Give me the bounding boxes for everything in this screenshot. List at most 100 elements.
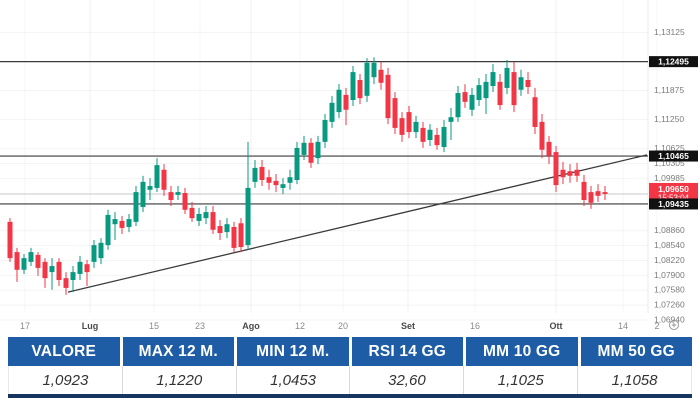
trendline[interactable] [67,154,648,293]
candles-layer [7,57,608,295]
candle-body [462,92,468,102]
table-value-min12m: 1,0453 [237,366,351,394]
candle [35,252,41,276]
candle-body [203,212,209,219]
candle [105,209,111,250]
candle-body [315,141,321,159]
candle-body [385,74,391,119]
price-chart-canvas[interactable]: 1,13125 1,11875 1,11250 1,10625 1,10305 1,099… [0,0,700,334]
candle [602,186,608,200]
candle-body [105,214,111,246]
candle-body [525,80,531,87]
candle [182,187,188,214]
candle-body [28,252,34,262]
table-header-rsi14gg: RSI 14 GG [351,337,463,366]
candle [532,87,538,134]
candle [525,72,531,94]
candle [427,124,433,147]
last-price-badge-time: 15:53:04 [658,193,690,202]
candle-body [224,224,230,233]
candle [574,162,580,182]
candle-body [140,181,146,207]
x-axis-tick-label: 16 [470,321,480,331]
candle-body [7,221,13,259]
candle [308,138,314,168]
candle-body [511,72,517,106]
candle [217,220,223,240]
candle [595,184,601,202]
y-axis-tick-label: 1,09985 [654,173,685,183]
candle [504,60,510,94]
candle [210,206,216,234]
candle [161,164,167,196]
candle-body [210,212,216,230]
candle [133,186,139,227]
x-axis-tick-label: 15 [149,321,159,331]
candle-body [238,223,244,247]
candle-body [441,126,447,147]
y-axis-tick-label: 1,13125 [654,27,685,37]
axis-settings-icon[interactable] [669,320,679,330]
candle-body [567,171,573,176]
table-header-valore: VALORE [8,337,120,366]
candle [448,107,454,140]
candle-body [112,219,118,225]
candle [21,253,27,274]
candle [7,218,13,262]
candle [518,69,524,96]
x-axis-tick-label: Set [401,321,415,331]
candle [546,135,552,165]
candle [420,121,426,148]
price-level-badge [649,150,698,162]
candle-body [14,252,20,270]
y-axis-tick-label: 1,11250 [654,114,684,124]
y-axis-tick-label: 1,08220 [654,255,685,265]
candle [413,115,419,139]
candle-body [532,97,538,127]
candle [392,92,398,134]
candle [147,178,153,200]
candle [49,258,55,290]
candle-body [91,245,97,262]
candle-body [231,226,237,248]
candle-body [406,112,412,133]
candle [140,175,146,213]
table-header-max12m: MAX 12 M. [122,337,234,366]
candle-body [273,180,279,186]
candle [301,135,307,160]
candle [434,127,440,150]
candle [14,247,20,282]
candle [455,86,461,122]
candle-body [434,134,440,146]
candle [98,238,104,265]
candle [483,73,489,114]
x-axis-tick-label: 14 [618,321,628,331]
candle-body [483,81,489,99]
candle [322,113,328,148]
candle [112,212,118,240]
candle [336,84,342,119]
icon-circle [669,320,679,330]
candle-body [518,77,524,90]
x-axis-tick-label: 17 [20,321,30,331]
x-axis-tick-label: 20 [338,321,348,331]
candle-body [133,192,139,222]
candle [469,87,475,116]
candle [476,78,482,107]
table-value-mm10gg: 1,1025 [464,366,579,394]
candle-body [539,121,545,150]
y-axis-tick-label: 1,08540 [654,240,685,250]
candle [371,57,377,85]
candle-body [287,177,293,183]
table-header-mm50gg: MM 50 GG [580,337,692,366]
candle [203,206,209,225]
candle-body [343,94,349,110]
candle-body [147,186,153,190]
candle [441,120,447,153]
candle-body [455,93,461,118]
last-price-badge-label: 1,09650 [658,184,689,194]
candle [378,61,384,90]
candle [567,164,573,183]
y-axis-tick-label: 1,07900 [654,270,685,280]
candle-body [217,226,223,234]
